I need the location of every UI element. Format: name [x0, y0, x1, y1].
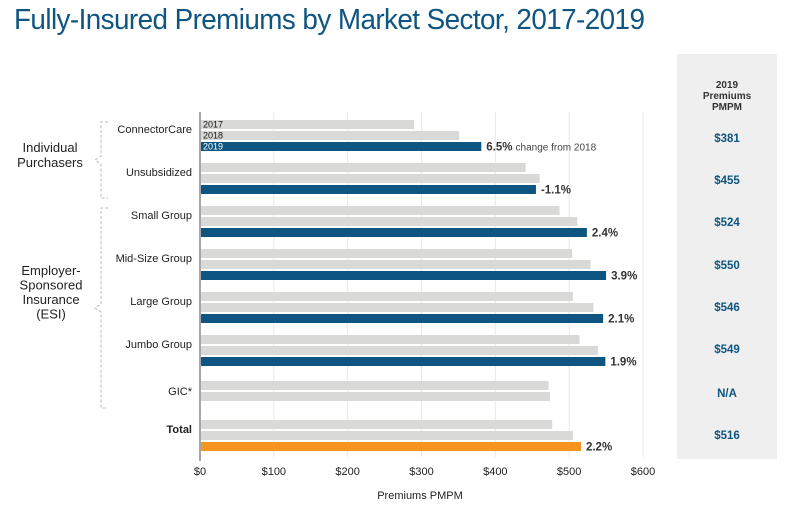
category-label: Large Group: [130, 296, 192, 308]
bracket-individual: [94, 121, 108, 199]
change-label: 2.1%: [608, 314, 634, 326]
group-label-esi: Sponsored: [20, 278, 83, 293]
change-label: 2.4%: [592, 228, 618, 240]
bar-2017: [201, 292, 573, 301]
panel-value-large-group: $546: [714, 302, 740, 314]
group-label-esi: Employer-: [21, 263, 80, 278]
panel-value-jumbo-group: $549: [714, 344, 740, 356]
bar-2019: [201, 357, 606, 366]
bracket-esi: [94, 207, 108, 409]
panel-value-unsubsidized: $455: [714, 175, 740, 187]
bar-2017: [201, 249, 573, 258]
x-tick-label: $100: [262, 466, 286, 478]
change-label: -1.1%: [541, 185, 571, 197]
bar-2019: [201, 442, 581, 451]
change-label: 3.9%: [611, 271, 637, 283]
x-tick-label: $300: [409, 466, 433, 478]
legend-label-2017: 2017: [203, 120, 223, 130]
bar-2019: [201, 314, 604, 323]
bar-2018: [201, 260, 591, 269]
change-label: 2.2%: [586, 442, 612, 454]
bar-2019: [201, 142, 482, 151]
bar-2018: [201, 431, 573, 440]
panel-value-mid-size-group: $550: [714, 260, 740, 272]
x-axis-title: Premiums PMPM: [377, 490, 463, 502]
bar-2018: [201, 392, 550, 401]
bar-2017: [201, 381, 549, 390]
bar-2018: [201, 346, 598, 355]
bar-2018: [201, 303, 594, 312]
category-label: Jumbo Group: [125, 339, 192, 351]
panel-value-total: $516: [714, 430, 740, 442]
category-label: Unsubsidized: [126, 167, 192, 179]
x-tick-label: $0: [194, 466, 206, 478]
x-tick-label: $500: [557, 466, 581, 478]
x-tick-label: $600: [631, 466, 655, 478]
panel-value-small-group: $524: [714, 217, 740, 229]
panel-header-line: PMPM: [712, 102, 742, 113]
bar-2017: [201, 120, 415, 129]
x-tick-label: $400: [483, 466, 507, 478]
panel-header-line: Premiums: [702, 91, 752, 102]
x-tick-label: $200: [335, 466, 359, 478]
group-label-esi: Insurance: [22, 292, 79, 307]
bar-2019: [201, 185, 536, 194]
group-label-individual: Individual: [23, 140, 78, 155]
change-label: 1.9%: [610, 357, 636, 369]
bar-2019: [201, 228, 587, 237]
change-note: change from 2018: [516, 143, 597, 154]
bar-2017: [201, 206, 560, 215]
bar-2017: [201, 163, 526, 172]
legend-label-2019: 2019: [203, 142, 223, 152]
bar-2018: [201, 131, 460, 140]
change-label: 6.5%: [486, 142, 512, 154]
bar-2017: [201, 335, 580, 344]
panel-value-gic: N/A: [717, 388, 737, 400]
category-label: ConnectorCare: [117, 124, 192, 136]
bar-2018: [201, 174, 540, 183]
category-label: Mid-Size Group: [116, 253, 192, 265]
bar-2018: [201, 217, 578, 226]
bar-2017: [201, 420, 553, 429]
group-label-individual: Purchasers: [17, 155, 83, 170]
panel-value-connectorcare: $381: [714, 133, 740, 145]
category-label: Total: [167, 424, 192, 436]
chart-title: Fully-Insured Premiums by Market Sector,…: [14, 4, 645, 36]
category-label: GIC*: [168, 386, 193, 398]
panel-header-line: 2019: [715, 80, 739, 91]
group-label-esi: (ESI): [36, 307, 66, 322]
legend-label-2018: 2018: [203, 131, 223, 141]
category-label: Small Group: [131, 210, 192, 222]
premiums-2019-panel: 2019 Premiums PMPM $381 $455 $524 $550 $…: [677, 54, 777, 459]
panel-header: 2019 Premiums PMPM: [677, 80, 777, 113]
bar-2019: [201, 271, 607, 280]
